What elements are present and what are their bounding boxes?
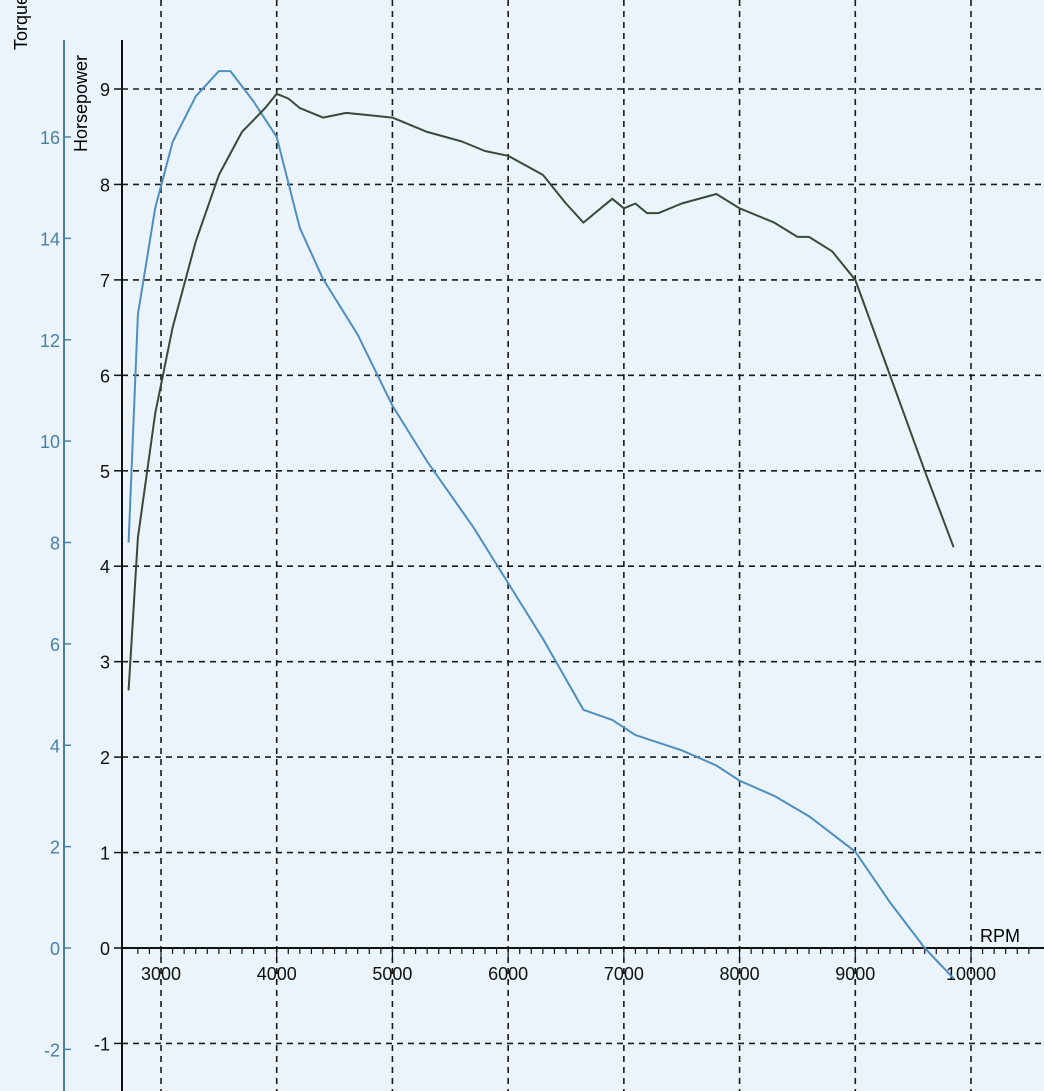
x-tick-label: 4000 (257, 964, 297, 984)
x-tick-label: 8000 (720, 964, 760, 984)
torque-tick-label: 0 (50, 939, 60, 959)
x-tick-label: 3000 (141, 964, 181, 984)
x-tick-label: 10000 (946, 964, 996, 984)
horsepower-tick-label: 3 (100, 653, 110, 673)
horsepower-tick-label: 6 (100, 366, 110, 386)
series-layer (127, 70, 955, 980)
torque-tick-label: 16 (40, 128, 60, 148)
horsepower-tick-label: 8 (100, 175, 110, 195)
horsepower-tick-label: 1 (100, 844, 110, 864)
torque-tick-label: 8 (50, 534, 60, 554)
torque-tick-label: 14 (40, 229, 60, 249)
horsepower-axis-title: Horsepower (71, 55, 91, 152)
torque-tick-label: 2 (50, 838, 60, 858)
x-tick-label: 5000 (372, 964, 412, 984)
horsepower-tick-label: 4 (100, 557, 110, 577)
x-axis-title: RPM (980, 926, 1020, 946)
torque-tick-label: 10 (40, 432, 60, 452)
horsepower-tick-label: 9 (100, 80, 110, 100)
horsepower-tick-label: -1 (94, 1034, 110, 1054)
torque-tick-label: -2 (44, 1040, 60, 1060)
x-tick-label: 7000 (604, 964, 644, 984)
x-tick-label: 9000 (835, 964, 875, 984)
x-tick-label: 6000 (488, 964, 528, 984)
horsepower-tick-label: 5 (100, 462, 110, 482)
horsepower-tick-label: 7 (100, 271, 110, 291)
torque-tick-label: 4 (50, 736, 60, 756)
horsepower-tick-label: 0 (100, 939, 110, 959)
grid-layer (122, 0, 1044, 1091)
horsepower-tick-label: 2 (100, 748, 110, 768)
torque-tick-label: 6 (50, 635, 60, 655)
torque-series-line (127, 70, 955, 980)
torque-tick-label: 12 (40, 331, 60, 351)
torque-axis-title: Torque (11, 0, 31, 50)
horsepower-series-line (127, 92, 955, 691)
